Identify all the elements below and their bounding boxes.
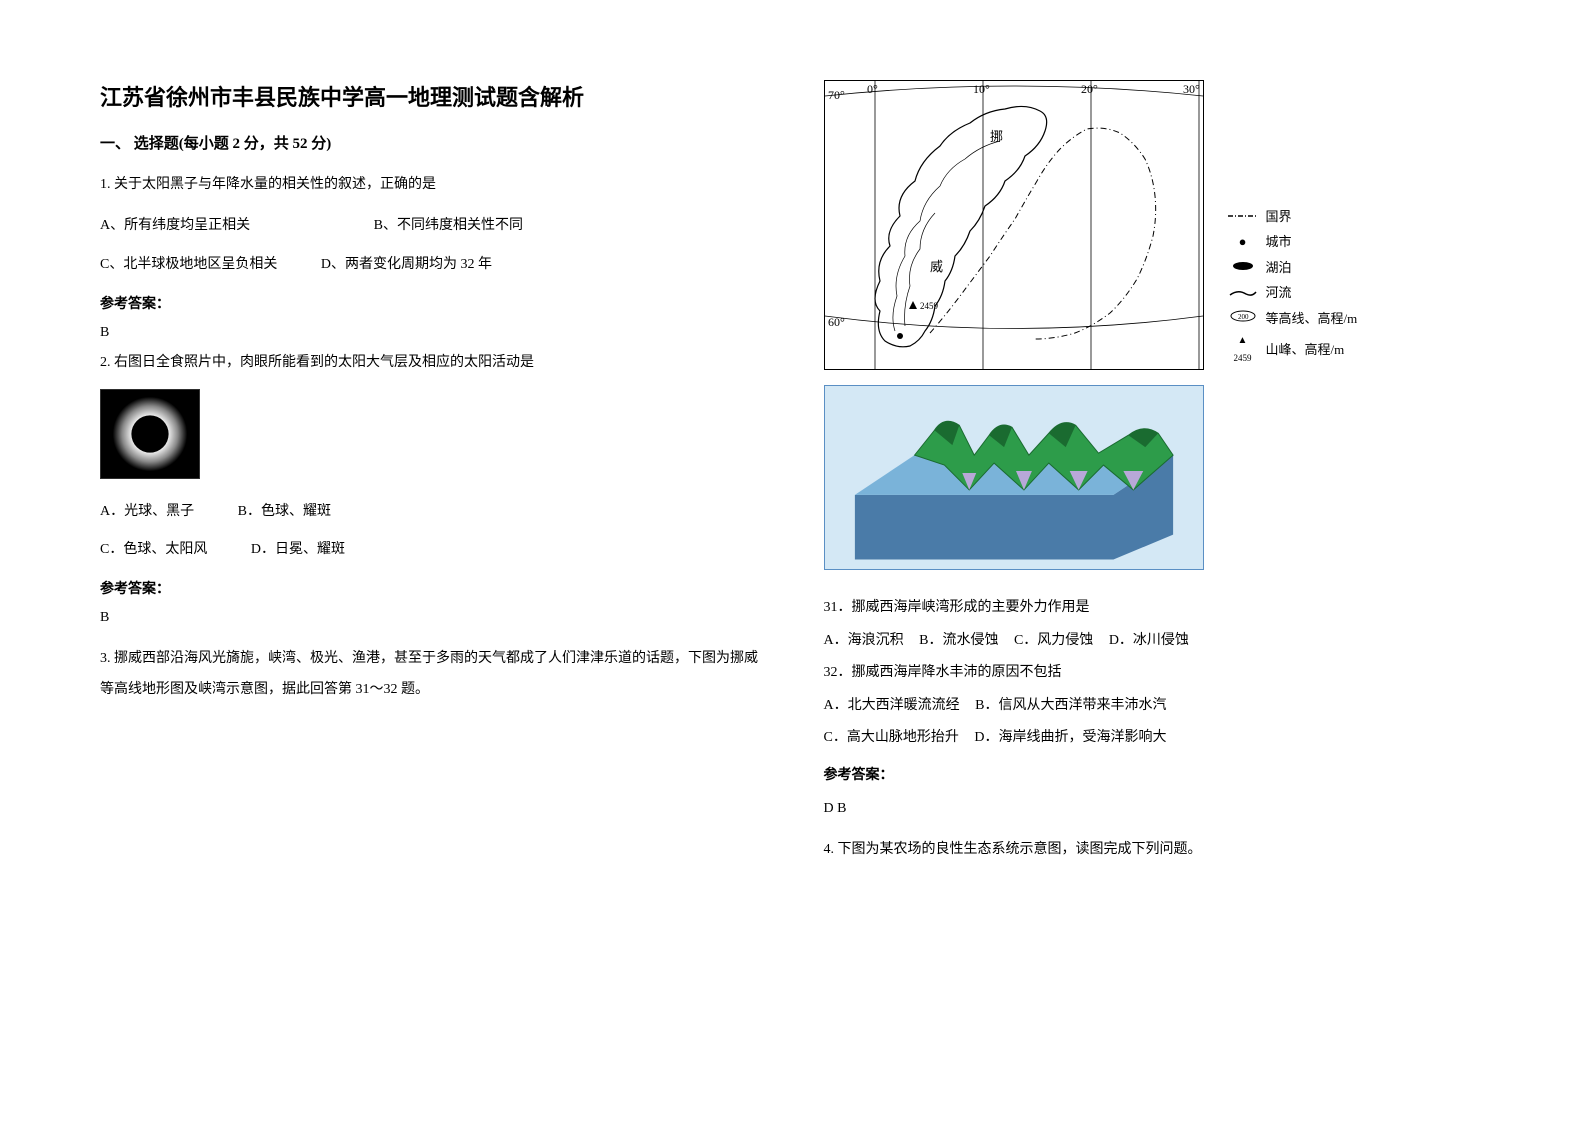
map-container: 2459 0° 10° 20° 30° 70° 60° 挪 威 <box>824 80 1364 370</box>
svg-text:200: 200 <box>1238 313 1249 321</box>
peak-icon: ▲ 2459 <box>1228 332 1258 368</box>
q1-optB: B、不同纬度相关性不同 <box>374 211 523 242</box>
lon-10: 10° <box>973 82 990 96</box>
q1-optC: C、北半球极地地区呈负相关 <box>100 250 277 281</box>
q3-answer-label: 参考答案： <box>824 764 1488 784</box>
legend-river-label: 河流 <box>1266 281 1292 304</box>
q32-optA: A．北大西洋暖流流经 <box>824 693 960 720</box>
q32-options-row2: C．高大山脉地形抬升 D．海岸线曲折，受海洋影响大 <box>824 725 1488 752</box>
lon-30: 30° <box>1183 82 1200 96</box>
left-column: 江苏省徐州市丰县民族中学高一地理测试题含解析 一、 选择题(每小题 2 分，共 … <box>100 80 764 869</box>
legend-lake: 湖泊 <box>1228 256 1358 279</box>
q1-answer: B <box>100 325 764 341</box>
q1-answer-label: 参考答案： <box>100 293 764 313</box>
svg-text:威: 威 <box>930 259 943 274</box>
lat-70: 70° <box>828 88 845 102</box>
legend-peak-label: 山峰、高程/m <box>1266 338 1345 361</box>
q1-text: 1. 关于太阳黑子与年降水量的相关性的叙述，正确的是 <box>100 171 764 199</box>
q32-text: 32．挪威西海岸降水丰沛的原因不包括 <box>824 660 1488 687</box>
legend-border: 国界 <box>1228 205 1358 228</box>
legend-contour-label: 等高线、高程/m <box>1266 307 1358 330</box>
lat-60: 60° <box>828 315 845 329</box>
q2-options-row2: C．色球、太阳风 D．日冕、耀斑 <box>100 535 764 566</box>
q2-optC: C．色球、太阳风 <box>100 535 207 566</box>
lake-icon <box>1228 256 1258 279</box>
legend-city-label: 城市 <box>1266 230 1292 253</box>
lon-0: 0° <box>867 82 878 96</box>
lon-20: 20° <box>1081 82 1098 96</box>
q2-answer: B <box>100 610 764 626</box>
q1-options-row1: A、所有纬度均呈正相关 B、不同纬度相关性不同 <box>100 211 764 242</box>
q2-text: 2. 右图日全食照片中，肉眼所能看到的太阳大气层及相应的太阳活动是 <box>100 349 764 377</box>
q2-optB: B．色球、耀斑 <box>238 497 331 528</box>
norway-map: 2459 0° 10° 20° 30° 70° 60° 挪 威 <box>824 80 1204 370</box>
q1-optA: A、所有纬度均呈正相关 <box>100 211 250 242</box>
q1-options-row2: C、北半球极地地区呈负相关 D、两者变化周期均为 32 年 <box>100 250 764 281</box>
fjord-svg <box>835 395 1193 560</box>
eclipse-svg <box>101 389 199 479</box>
legend-city: ● 城市 <box>1228 230 1358 253</box>
city-icon: ● <box>1228 230 1258 253</box>
document-title: 江苏省徐州市丰县民族中学高一地理测试题含解析 <box>100 80 764 112</box>
q32-optB: B．信风从大西洋带来丰沛水汽 <box>975 693 1166 720</box>
map-legend: 国界 ● 城市 湖泊 河流 <box>1228 205 1358 370</box>
q3-text: 3. 挪威西部沿海风光旖旎，峡湾、极光、渔港，甚至于多雨的天气都成了人们津津乐道… <box>100 644 764 706</box>
q31-text: 31．挪威西海岸峡湾形成的主要外力作用是 <box>824 595 1488 622</box>
q31-options: A．海浪沉积 B．流水侵蚀 C．风力侵蚀 D．冰川侵蚀 <box>824 628 1488 655</box>
q2-options-row1: A．光球、黑子 B．色球、耀斑 <box>100 497 764 528</box>
page-container: 江苏省徐州市丰县民族中学高一地理测试题含解析 一、 选择题(每小题 2 分，共 … <box>0 0 1587 909</box>
q31-optB: B．流水侵蚀 <box>919 628 998 655</box>
svg-text:挪: 挪 <box>990 129 1003 144</box>
q1-optD: D、两者变化周期均为 32 年 <box>321 250 492 281</box>
section-header: 一、 选择题(每小题 2 分，共 52 分) <box>100 132 764 153</box>
peak-label: 2459 <box>920 301 939 311</box>
legend-river: 河流 <box>1228 281 1358 304</box>
river-icon <box>1228 281 1258 304</box>
q2-answer-label: 参考答案： <box>100 578 764 598</box>
eclipse-image <box>100 389 200 479</box>
legend-peak: ▲ 2459 山峰、高程/m <box>1228 332 1358 368</box>
q32-optD: D．海岸线曲折，受海洋影响大 <box>974 725 1166 752</box>
q2-optA: A．光球、黑子 <box>100 497 194 528</box>
right-column: 2459 0° 10° 20° 30° 70° 60° 挪 威 <box>824 80 1488 869</box>
q31-optA: A．海浪沉积 <box>824 628 904 655</box>
fjord-diagram <box>824 385 1204 570</box>
legend-lake-label: 湖泊 <box>1266 256 1292 279</box>
border-icon <box>1228 205 1258 228</box>
q31-optC: C．风力侵蚀 <box>1014 628 1093 655</box>
contour-icon: 200 <box>1228 307 1258 330</box>
q32-optC: C．高大山脉地形抬升 <box>824 725 959 752</box>
map-svg: 2459 0° 10° 20° 30° 70° 60° 挪 威 <box>825 81 1203 369</box>
legend-border-label: 国界 <box>1266 205 1292 228</box>
q2-optD: D．日冕、耀斑 <box>251 535 345 566</box>
q32-options-row1: A．北大西洋暖流流经 B．信风从大西洋带来丰沛水汽 <box>824 693 1488 720</box>
q4-text: 4. 下图为某农场的良性生态系统示意图，读图完成下列问题。 <box>824 837 1488 864</box>
q31-optD: D．冰川侵蚀 <box>1109 628 1189 655</box>
legend-contour: 200 等高线、高程/m <box>1228 307 1358 330</box>
q3-answer: D B <box>824 796 1488 823</box>
